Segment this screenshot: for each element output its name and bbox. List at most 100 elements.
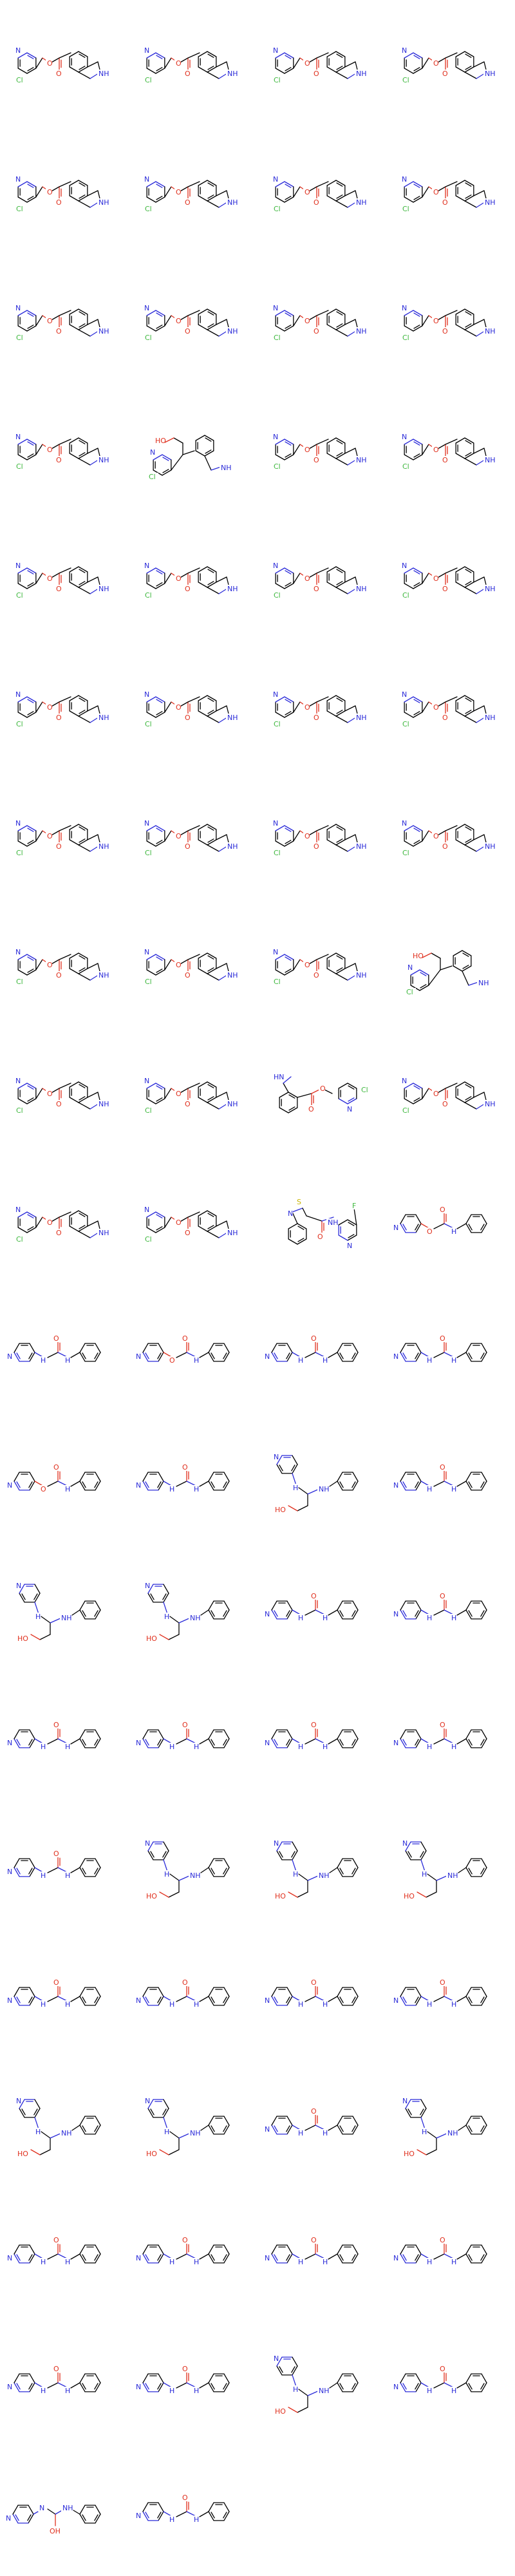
nitrogen-label-bg <box>400 690 407 698</box>
bond <box>351 1481 356 1488</box>
bond <box>336 710 343 714</box>
bond <box>297 1223 307 1229</box>
benzo-ring <box>69 1081 88 1103</box>
benzo-ring <box>326 824 346 846</box>
indole-nh-label: NH <box>485 1100 496 1108</box>
bond <box>17 583 28 589</box>
bond <box>455 51 465 57</box>
bond <box>326 195 337 202</box>
pyridine-ring <box>276 1455 298 1474</box>
bond <box>17 1227 28 1233</box>
molecule-cell: N Cl O O NH <box>129 129 258 258</box>
bond <box>275 696 285 703</box>
bond <box>415 1481 419 1488</box>
fused-ring <box>288 1223 307 1245</box>
bond <box>274 1610 278 1617</box>
bond <box>35 1088 43 1099</box>
bond <box>155 567 165 574</box>
oxygen-label: O <box>47 317 53 325</box>
carbonyl-oxygen-label: O <box>182 2494 188 2502</box>
phenyl-ring <box>79 2373 101 2392</box>
pyridine-n-label: N <box>136 2512 141 2520</box>
bond <box>155 68 165 74</box>
chlorine-label-bg <box>15 591 26 599</box>
bond <box>163 1859 168 1872</box>
linker-atom-1: H <box>41 1356 46 1365</box>
bond <box>274 1739 278 1746</box>
pyridine-n-label-bg <box>6 2383 12 2391</box>
bond <box>145 2512 149 2519</box>
bond <box>339 1739 344 1746</box>
pyridine-ring <box>271 2244 293 2264</box>
bond <box>82 1481 86 1488</box>
nitrogen-label: N <box>288 1209 293 1218</box>
bond <box>464 1102 477 1110</box>
bond <box>156 184 163 188</box>
bond <box>335 582 346 588</box>
bond <box>27 1097 34 1102</box>
bond <box>15 2514 19 2521</box>
bond <box>276 1850 283 1861</box>
bond <box>208 2244 214 2255</box>
bond <box>156 196 163 200</box>
linker-atom-1-bg <box>168 1356 174 1364</box>
bond <box>26 954 37 960</box>
bond <box>328 1738 338 1745</box>
indole-nh-label-bg <box>226 70 237 77</box>
carbonyl-oxygen-label: O <box>311 2236 317 2244</box>
carbonyl-oxygen-label-bg <box>438 1206 445 1213</box>
oxygen-label-bg <box>432 188 438 196</box>
bond <box>464 839 474 846</box>
bond <box>288 1505 298 1511</box>
bond <box>195 450 205 457</box>
bond <box>419 969 429 976</box>
linker-atom-1: H <box>169 2258 174 2266</box>
bond <box>335 973 348 981</box>
bond <box>405 2099 411 2109</box>
bond <box>336 569 343 573</box>
indole-nh-label: NH <box>98 198 109 207</box>
bond <box>445 696 458 703</box>
bond <box>302 1208 307 1217</box>
fluorine-label-bg <box>351 1202 357 1209</box>
bond <box>427 2131 437 2139</box>
bond <box>207 1096 214 1101</box>
oxygen-label: O <box>176 188 182 196</box>
bond <box>207 695 217 701</box>
pyridine-n-label-bg <box>392 2254 398 2262</box>
bond <box>59 310 71 316</box>
bond <box>35 444 43 455</box>
linker-nh-label: H <box>451 1485 456 1493</box>
bond <box>422 186 429 198</box>
linker-nh-label: H <box>451 2000 456 2009</box>
bond <box>207 566 217 573</box>
bond <box>352 2125 359 2135</box>
bond <box>304 1609 316 1616</box>
oxygen-label: O <box>433 832 439 840</box>
bond <box>415 1987 422 1997</box>
bond <box>344 190 356 196</box>
bond <box>347 1219 357 1226</box>
bond <box>164 959 172 971</box>
bond <box>208 2116 214 2126</box>
carbonyl-oxygen-label: O <box>53 1334 59 1343</box>
linker-nh-label-bg <box>192 2258 199 2266</box>
bond <box>208 1987 214 1997</box>
bond <box>27 711 34 715</box>
bond <box>328 2125 338 2131</box>
bond <box>413 454 423 460</box>
benzo-ring <box>69 952 88 974</box>
bond <box>473 319 485 325</box>
chlorine-label: Cl <box>274 720 281 728</box>
bond <box>200 2125 209 2131</box>
bond <box>94 2383 98 2390</box>
nitrogen-label-bg <box>400 819 407 827</box>
bond <box>29 2253 35 2264</box>
molecule-structure: N OOH <box>135 1334 230 1365</box>
chlorine-label-bg <box>15 462 26 470</box>
carbonyl-oxygen-label: O <box>314 198 319 207</box>
bond <box>78 71 91 79</box>
chlorine-label: Cl <box>16 462 23 471</box>
bond <box>146 196 156 203</box>
